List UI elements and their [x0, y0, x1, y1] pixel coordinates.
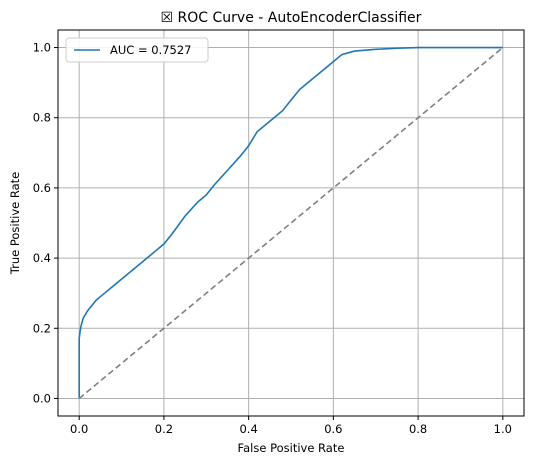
y-tick-label: 0.4 [33, 251, 51, 265]
x-tick-label: 0.6 [324, 422, 342, 436]
plot-frame [57, 29, 525, 417]
y-tick-label: 1.0 [33, 41, 51, 55]
x-tick-label: 0.0 [70, 422, 88, 436]
x-axis-label: False Positive Rate [238, 441, 345, 455]
x-tick-label: 0.2 [155, 422, 173, 436]
y-axis-label: True Positive Rate [8, 172, 22, 275]
x-tick-label: 0.4 [239, 422, 257, 436]
y-tick-label: 0.6 [33, 181, 51, 195]
roc-curve-line [78, 46, 503, 399]
ticks: 0.0 0.2 0.4 0.6 0.8 1.0 0.0 0.2 0.4 0.6 0.8 1.0 [33, 41, 512, 436]
legend: AUC = 0.7527 [65, 37, 209, 63]
legend-box [65, 37, 209, 63]
y-tick-label: 0.0 [33, 391, 51, 405]
x-tick-label: 1.0 [494, 422, 512, 436]
y-tick-label: 0.8 [33, 111, 51, 125]
chart-title: ☒ ROC Curve - AutoEncoderClassifier [161, 10, 422, 26]
x-tick-label: 0.8 [409, 422, 427, 436]
diagonal-reference-line [78, 46, 504, 400]
series-layer [78, 46, 504, 400]
y-tick-label: 0.2 [33, 321, 51, 335]
legend-label: AUC = 0.7527 [110, 43, 192, 57]
